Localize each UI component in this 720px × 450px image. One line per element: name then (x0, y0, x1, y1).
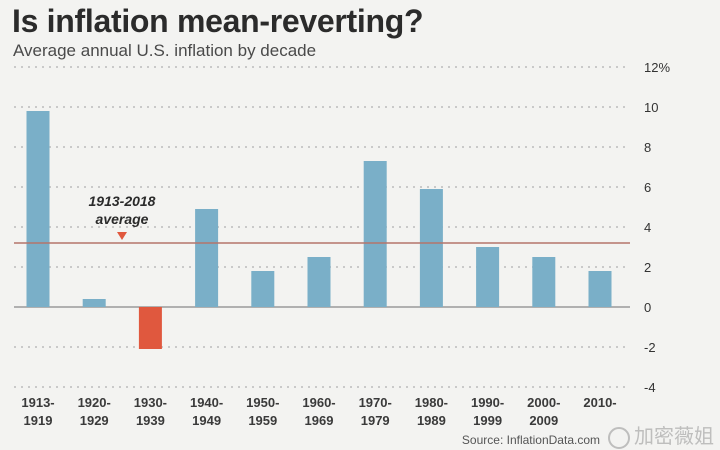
bar-1980s (419, 189, 443, 307)
chart-title: Is inflation mean-reverting? (12, 3, 424, 39)
x-tick-label-start: 1930- (134, 395, 167, 410)
source-note: Source: InflationData.com (461, 433, 600, 447)
x-tick-label-start: 1940- (190, 395, 223, 410)
watermark-text: 加密薇姐 (634, 424, 714, 448)
x-tick-label-end: 1989 (417, 413, 446, 428)
x-tick-label-start: 1920- (78, 395, 111, 410)
x-tick-label-end: 1949 (192, 413, 221, 428)
x-tick-label-start: 1980- (415, 395, 448, 410)
x-tick-label-end: 1979 (361, 413, 390, 428)
y-tick-label: 8 (644, 140, 651, 155)
watermark: 加密薇姐 (608, 420, 714, 449)
bar-1990s (476, 247, 500, 307)
y-tick-label: 4 (644, 220, 651, 235)
bar-1930s (138, 307, 162, 349)
x-tick-label-start: 1990- (471, 395, 504, 410)
bar-1950s (251, 271, 275, 307)
x-axis-categories: 1913- 1919 1920- 1929 1930- 1939 1940- 1949 1950… (21, 395, 616, 428)
y-tick-label: 2 (644, 260, 651, 275)
chart-subtitle: Average annual U.S. inflation by decade (13, 41, 317, 60)
gridlines (14, 66, 630, 388)
x-tick-label-start: 1913- (21, 395, 54, 410)
average-marker: 1913-2018 average (14, 193, 630, 244)
x-tick-label-end: 2009 (529, 413, 558, 428)
x-tick-label-start: 1970- (359, 395, 392, 410)
x-tick-label-end: 1929 (80, 413, 109, 428)
y-tick-label: 12% (644, 60, 670, 75)
watermark-icon (608, 426, 630, 449)
bar-1920s (82, 299, 106, 307)
bar-1913s (26, 111, 50, 307)
average-label-text: average (96, 211, 149, 227)
x-tick-label-start: 2000- (527, 395, 560, 410)
x-tick-label-end: 1969 (305, 413, 334, 428)
x-tick-label-end: 1939 (136, 413, 165, 428)
y-tick-label: -4 (644, 380, 656, 395)
average-arrow-icon (117, 232, 127, 240)
x-tick-label-start: 1960- (302, 395, 335, 410)
average-label-range: 1913-2018 (89, 193, 156, 209)
bar-2010s (588, 271, 612, 307)
bar-1960s (307, 257, 331, 307)
bar-1940s (195, 209, 219, 307)
y-axis-ticks: 12% 10 8 6 4 2 0 -2 -4 (644, 60, 670, 395)
x-tick-label-end: 1919 (24, 413, 53, 428)
y-tick-label: -2 (644, 340, 656, 355)
x-tick-label-start: 1950- (246, 395, 279, 410)
bar-2000s (532, 257, 556, 307)
x-tick-label-end: 1959 (248, 413, 277, 428)
y-tick-label: 6 (644, 180, 651, 195)
y-tick-label: 10 (644, 100, 658, 115)
x-tick-label-start: 2010- (583, 395, 616, 410)
y-tick-label: 0 (644, 300, 651, 315)
x-tick-label-end: 1999 (473, 413, 502, 428)
bars (26, 111, 612, 349)
bar-1970s (363, 161, 387, 307)
